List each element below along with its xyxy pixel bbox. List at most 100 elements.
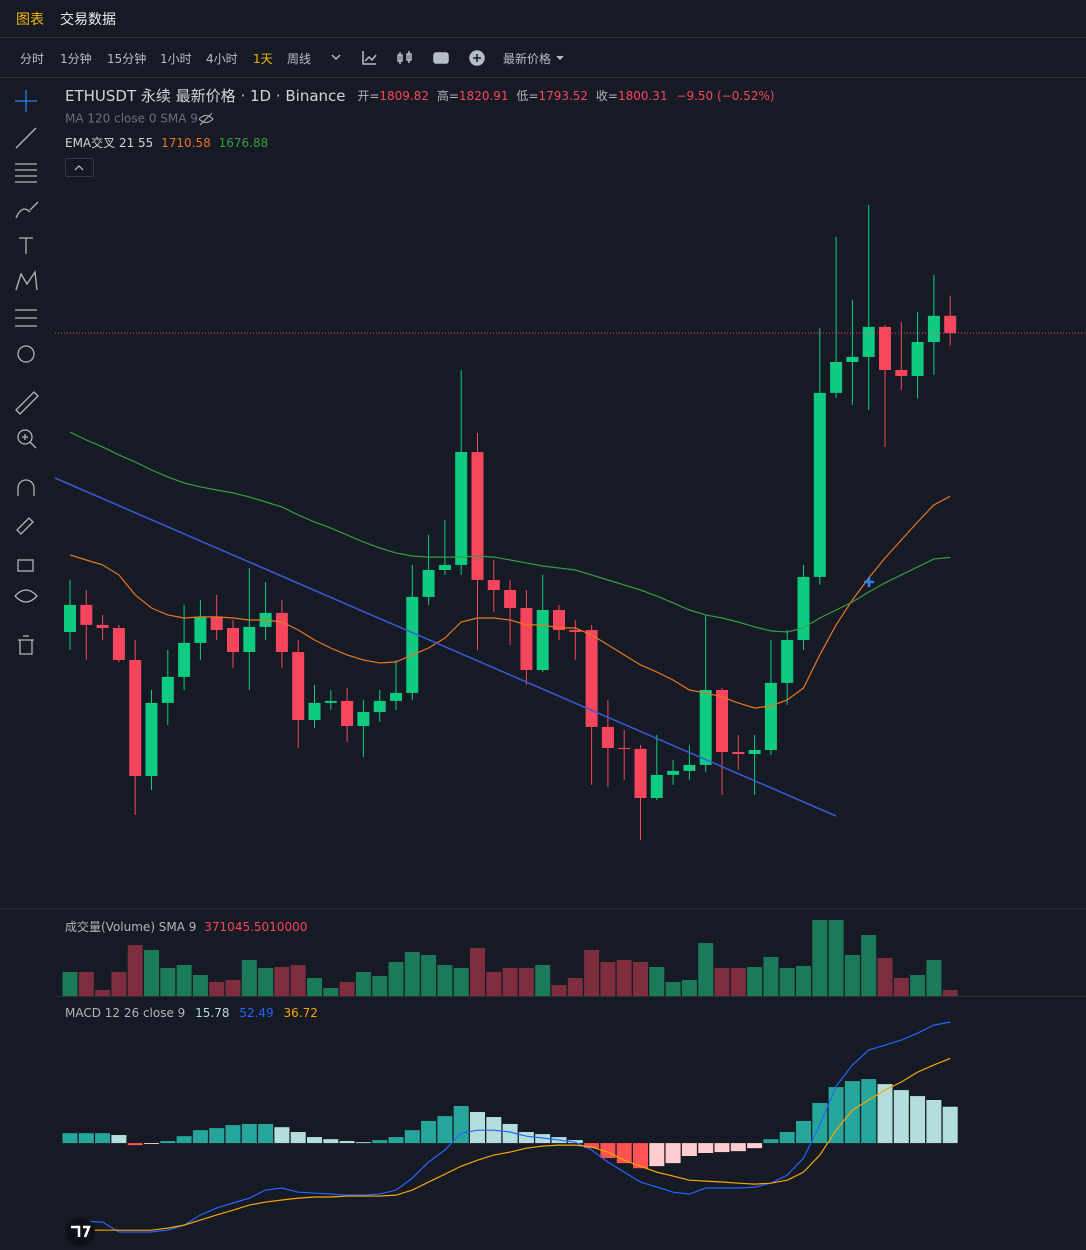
visibility-tool[interactable] (14, 589, 38, 603)
candle-body (80, 604, 93, 625)
macd-histogram-bar (258, 1123, 274, 1144)
macd-histogram-bar (160, 1141, 176, 1144)
volume-bar (78, 972, 94, 996)
macd-histogram-bar (502, 1123, 518, 1144)
volume-bar (144, 950, 159, 996)
volume-bar (290, 965, 306, 996)
price-type[interactable]: 最新价格 (503, 52, 552, 66)
macd-histogram-bar (926, 1100, 942, 1144)
plot-area (55, 204, 1086, 1233)
candle-body (569, 630, 582, 632)
symbol-title: ETHUSDT 永续 最新价格 · 1D · Binance (65, 87, 346, 105)
macd-histogram-bar (404, 1130, 420, 1144)
indicator-title: MA 120 close 0 SMA 9 (65, 112, 198, 126)
candle-body (373, 700, 386, 712)
volume-bar (372, 976, 388, 996)
candle-body (553, 610, 565, 630)
volume-bar (470, 948, 485, 996)
change: −9.50 (−0.52%) (676, 89, 774, 103)
macd-histogram-bar (844, 1081, 860, 1144)
candle-body (699, 690, 712, 765)
zoom-tool-plus (22, 434, 37, 449)
volume-bar (518, 968, 534, 996)
macd-histogram-bar (209, 1128, 225, 1144)
left-toolbar (14, 90, 39, 655)
volume-bar (355, 972, 371, 996)
candle-body (145, 702, 158, 776)
candle-body (64, 604, 76, 632)
interval[interactable]: 1天 (253, 52, 273, 66)
volume-bar (633, 962, 648, 996)
volume-bar (812, 920, 828, 996)
zoom-tool[interactable] (17, 429, 33, 445)
macd-histogram-bar (355, 1142, 371, 1144)
macd-histogram-bar (437, 1116, 453, 1144)
macd-histogram-bar (323, 1139, 339, 1144)
macd-histogram-bar (714, 1143, 730, 1153)
ema-value: 1710.58 (161, 136, 211, 150)
interval[interactable]: 4小时 (206, 52, 238, 66)
volume-bar (665, 982, 681, 996)
interval[interactable]: 1小时 (160, 52, 192, 66)
candle-body (227, 628, 239, 652)
interval[interactable]: 周线 (287, 52, 312, 66)
macd-histogram-bar (665, 1143, 681, 1164)
macd-histogram-bar (388, 1137, 404, 1144)
crosshair-tool[interactable] (15, 90, 37, 112)
tab[interactable]: 图表 (16, 12, 44, 28)
candle-body (862, 326, 875, 357)
magnet-tool[interactable] (17, 479, 35, 496)
ohlc-value: 1820.91 (459, 89, 509, 103)
interval[interactable]: 1分钟 (60, 52, 92, 66)
volume-bar (584, 950, 600, 996)
volume-bar (714, 968, 730, 996)
prediction-tool[interactable] (15, 309, 37, 327)
macd-line (69, 1021, 951, 1233)
pattern-tool[interactable] (15, 270, 38, 291)
interval[interactable]: 15分钟 (107, 52, 147, 66)
ruler-tool[interactable] (15, 391, 39, 415)
macd-histogram-bar (225, 1125, 241, 1144)
macd-histogram-bar (861, 1079, 877, 1144)
tab[interactable]: 交易数据 (60, 12, 116, 28)
dropdown-icon[interactable] (556, 55, 564, 61)
camera-icon[interactable] (433, 52, 449, 64)
brush-tool[interactable] (15, 201, 39, 219)
volume-bar (486, 972, 502, 996)
macd-histogram-bar (421, 1120, 437, 1144)
candle-body (455, 452, 468, 565)
candle-body (292, 652, 305, 720)
macd-histogram-bar (274, 1127, 290, 1144)
candle-body (536, 610, 549, 670)
macd-histogram-bar (453, 1105, 469, 1144)
candle-body (357, 712, 370, 726)
lock-drawing-tool[interactable] (16, 517, 34, 535)
fib-tool[interactable] (15, 163, 37, 183)
candle-body (683, 764, 696, 771)
interval[interactable]: 分时 (20, 52, 45, 66)
macd-histogram-bar (877, 1084, 893, 1144)
indicator-icon[interactable] (362, 51, 377, 65)
volume-bar (877, 958, 893, 996)
volume-bar (779, 968, 795, 996)
candle-body (650, 774, 663, 798)
macd-histogram-bar (747, 1143, 763, 1149)
candle-body (341, 700, 354, 726)
macd-histogram-bar (470, 1111, 485, 1144)
delete-tool[interactable] (18, 635, 34, 655)
candle-icon[interactable] (397, 51, 412, 64)
collapse-button[interactable] (65, 158, 94, 177)
volume-bar (421, 955, 437, 996)
hidden-icon[interactable] (198, 112, 214, 126)
dropdown-icon[interactable] (331, 54, 341, 61)
macd-histogram-bar (698, 1143, 714, 1153)
volume-bar (551, 985, 567, 996)
candle-body (161, 676, 174, 703)
macd-histogram-bar (910, 1096, 926, 1144)
candle-body (194, 616, 207, 643)
lock-tool[interactable] (17, 559, 34, 572)
line-tool[interactable] (15, 127, 37, 149)
text-tool[interactable] (19, 237, 33, 254)
emoji-tool[interactable] (17, 345, 35, 363)
